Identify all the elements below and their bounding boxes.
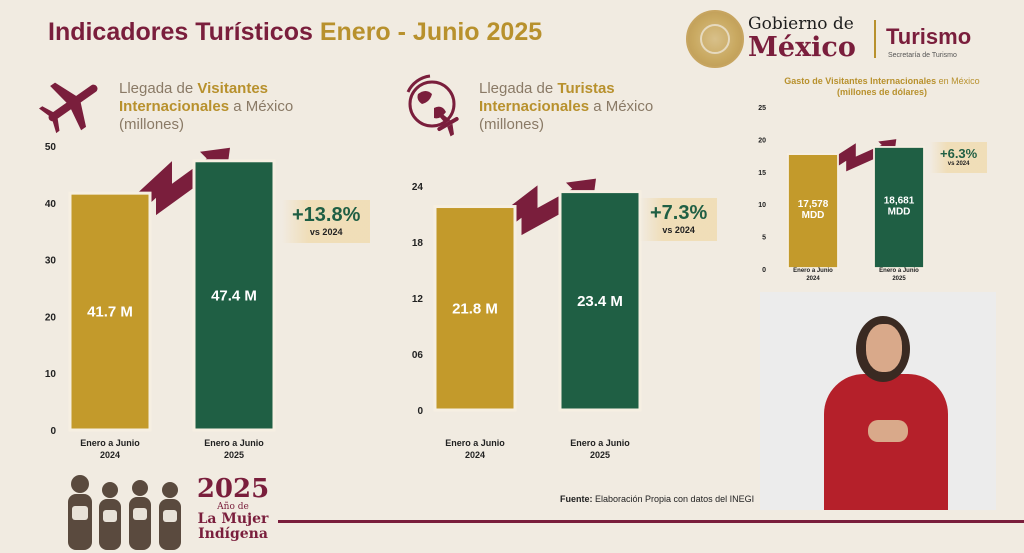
interpreter-video xyxy=(760,292,996,510)
visitantes-title-prefix: Llegada de xyxy=(119,80,198,97)
category-label: 2024 xyxy=(465,450,485,460)
footer-divider xyxy=(278,520,1024,523)
year-logo-line2: La Mujer xyxy=(197,511,269,527)
page-title: Indicadores Turísticos Enero - Junio 202… xyxy=(48,18,542,47)
gasto-growth-vs: vs 2024 xyxy=(947,161,970,167)
y-tick-label: 30 xyxy=(45,256,57,267)
category-label: Enero a Junio xyxy=(204,438,264,448)
bar xyxy=(68,191,152,432)
gasto-title-bold: Gasto de Visitantes Internacionales xyxy=(784,76,937,86)
turistas-title-unit: (millones) xyxy=(479,116,545,133)
gobierno-de-text: Gobierno de xyxy=(748,14,854,34)
y-tick-label: 24 xyxy=(412,182,424,193)
y-tick-label: 50 xyxy=(45,142,57,153)
turistas-title-prefix: Llegada de xyxy=(479,80,558,97)
indigenous-women-illustration xyxy=(68,475,181,550)
airplane-icon xyxy=(39,82,98,134)
turistas-title-bold: Turistas xyxy=(557,80,615,97)
category-label: 2025 xyxy=(224,450,244,460)
gobierno-mexico-logo: Gobierno de México Turismo Secretaría de… xyxy=(686,10,1016,68)
year-logo-line3: Indígena xyxy=(198,526,268,542)
secretaria-text: Secretaría de Turismo xyxy=(888,52,957,59)
mexico-text: México xyxy=(748,32,856,63)
y-tick-label: 5 xyxy=(762,235,766,242)
category-label: Enero a Junio xyxy=(445,438,505,448)
y-tick-label: 10 xyxy=(45,369,57,380)
y-tick-label: 25 xyxy=(758,105,766,112)
turismo-text: Turismo xyxy=(886,24,972,49)
y-tick-label: 40 xyxy=(45,199,57,210)
source-note: Fuente: Elaboración Propia con datos del… xyxy=(560,494,754,504)
bar-value-label: 17,578 xyxy=(798,199,829,210)
turistas-growth-badge: +7.3% vs 2024 xyxy=(640,198,718,241)
title-main: Indicadores Turísticos xyxy=(48,18,313,46)
gasto-title-suffix: en México xyxy=(936,76,980,86)
bar xyxy=(873,146,925,269)
visitantes-growth-badge: +13.8% vs 2024 xyxy=(282,200,371,243)
y-tick-label: 15 xyxy=(758,170,766,177)
gasto-growth-pct: +6.3% xyxy=(940,146,978,161)
bar-value-label: 21.8 M xyxy=(452,300,498,317)
interpreter-body xyxy=(824,374,948,510)
category-label: 2025 xyxy=(892,276,906,282)
y-tick-label: 0 xyxy=(50,426,56,437)
visitantes-growth-vs: vs 2024 xyxy=(309,227,343,237)
bar xyxy=(192,159,276,432)
y-tick-label: 0 xyxy=(417,406,423,417)
y-tick-label: 18 xyxy=(412,238,424,249)
visitantes-title-bold2: Internacionales xyxy=(119,98,230,115)
gasto-growth-badge: +6.3% vs 2024 xyxy=(930,142,988,173)
year-logo-year: 2025 xyxy=(196,474,270,504)
turistas-growth-pct: +7.3% xyxy=(650,202,708,224)
visitantes-title: Llegada de Visitantes Internacionales a … xyxy=(119,80,293,134)
turistas-growth-vs: vs 2024 xyxy=(662,225,695,235)
national-seal-icon xyxy=(686,10,744,68)
logo-separator xyxy=(874,20,876,58)
bar-value-label: MDD xyxy=(888,206,911,217)
y-tick-label: 06 xyxy=(412,350,424,361)
bar xyxy=(787,153,839,269)
title-period: Enero - Junio 2025 xyxy=(319,18,543,46)
year-logo-line1: Año de xyxy=(217,502,249,512)
bar xyxy=(433,205,517,412)
bar-value-label: 47.4 M xyxy=(211,287,257,304)
bar-value-label: MDD xyxy=(802,210,825,221)
category-label: 2025 xyxy=(590,450,610,460)
source-label: Fuente: xyxy=(560,494,593,504)
y-tick-label: 10 xyxy=(758,202,766,209)
bar xyxy=(558,190,642,412)
turistas-title-bold2: Internacionales xyxy=(479,98,590,115)
turistas-title-suffix: a México xyxy=(589,98,654,115)
bar-value-label: 23.4 M xyxy=(577,293,623,310)
visitantes-growth-pct: +13.8% xyxy=(292,204,361,226)
bar-value-label: 41.7 M xyxy=(87,304,133,321)
category-label: Enero a Junio xyxy=(879,268,919,274)
bar-value-label: 18,681 xyxy=(884,195,915,206)
turistas-bar-chart: 0 06 12 18 24 21.8 M Enero a Junio 2024 23.4 M En… xyxy=(412,178,642,460)
category-label: Enero a Junio xyxy=(570,438,630,448)
category-label: 2024 xyxy=(806,276,820,282)
y-tick-label: 0 xyxy=(762,267,766,274)
y-tick-label: 20 xyxy=(45,312,57,323)
visitantes-title-suffix: a México xyxy=(229,98,294,115)
y-tick-label: 12 xyxy=(412,294,424,305)
source-text: Elaboración Propia con datos del INEGI xyxy=(592,494,755,504)
gasto-subtitle: (millones de dólares) xyxy=(836,87,928,97)
gasto-title: Gasto de Visitantes Internacionales en M… xyxy=(752,76,1012,98)
visitantes-title-bold: Visitantes xyxy=(197,80,268,97)
category-label: Enero a Junio xyxy=(793,268,833,274)
globe-plane-icon xyxy=(406,74,459,137)
interpreter-face xyxy=(866,324,902,372)
category-label: 2024 xyxy=(100,450,120,460)
interpreter-hands xyxy=(868,420,908,442)
year-logo: 2025 Año de La Mujer Indígena xyxy=(195,476,271,546)
category-label: Enero a Junio xyxy=(80,438,140,448)
visitantes-bar-chart: 0 10 20 30 40 50 41.7 M Enero a Junio 2024 47.4 M… xyxy=(45,142,276,460)
turistas-title: Llegada de Turistas Internacionales a Mé… xyxy=(479,80,653,134)
visitantes-title-unit: (millones) xyxy=(119,116,185,133)
y-tick-label: 20 xyxy=(758,137,766,144)
